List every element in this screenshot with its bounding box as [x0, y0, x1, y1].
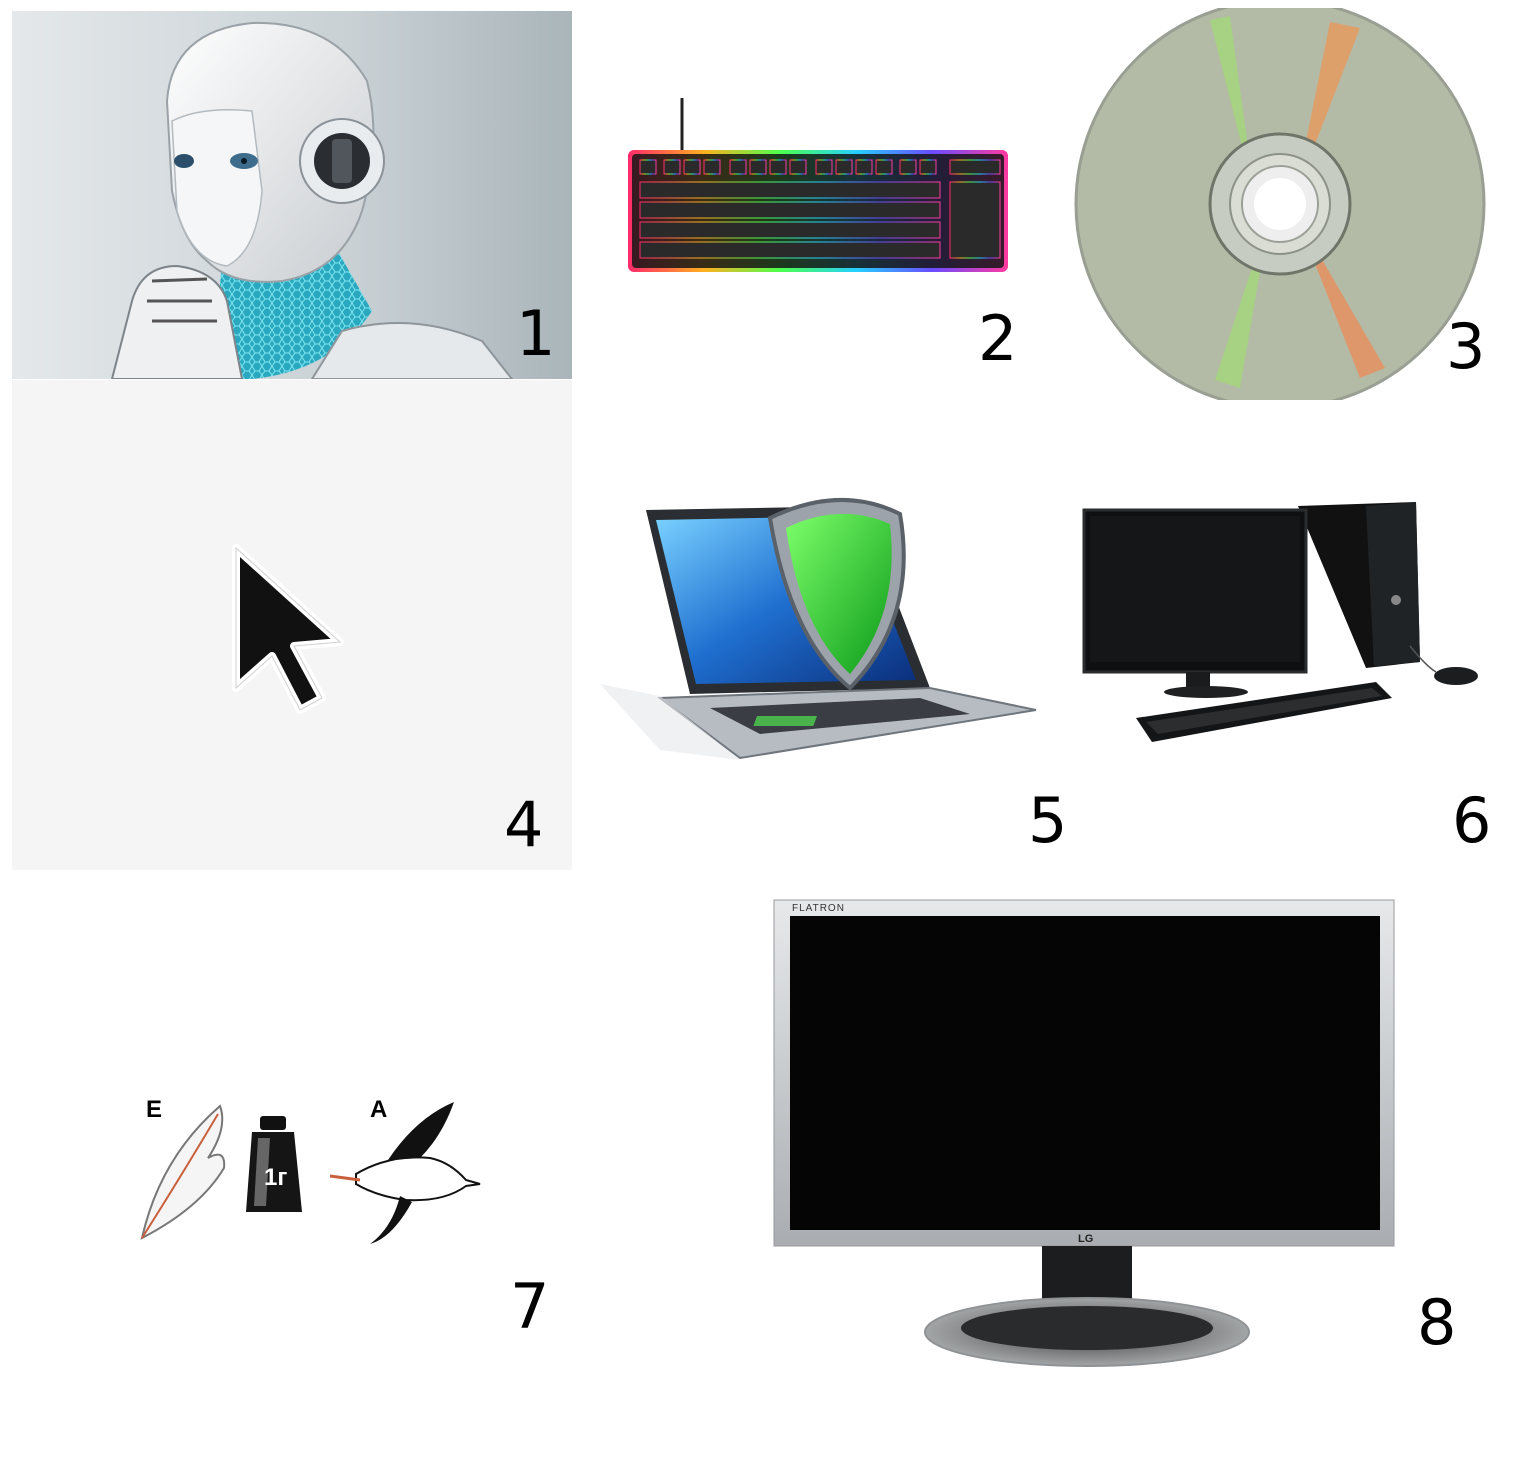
- tile-8: FLATRON LG 8: [772, 898, 1472, 1378]
- desktop-computer-icon: [1082, 502, 1478, 742]
- item-number-8: 8: [1417, 1286, 1457, 1359]
- tile-3: 3: [1070, 8, 1500, 400]
- rebus-feather-weight-stork-icon: [140, 1102, 481, 1244]
- tile-2: 2: [600, 90, 1040, 380]
- rgb-keyboard-icon: [628, 98, 1008, 272]
- laptop-shield-icon: [600, 498, 1037, 760]
- lcd-monitor-icon: [773, 899, 1395, 1367]
- rebus-letter-2: A: [370, 1096, 388, 1123]
- item-number-6: 6: [1452, 784, 1492, 857]
- robot-head-icon: [110, 21, 514, 379]
- item-number-4: 4: [504, 788, 544, 861]
- tile-6: 6: [1076, 496, 1506, 856]
- item-number-1: 1: [516, 297, 556, 370]
- tile-4: 4: [12, 380, 572, 870]
- optical-disc-icon: [1074, 8, 1486, 400]
- item-number-5: 5: [1028, 784, 1068, 857]
- tile-5: 5: [600, 488, 1067, 858]
- rebus-letter-1: E: [146, 1096, 163, 1123]
- tile-1: 1: [12, 11, 572, 379]
- item-number-2: 2: [978, 302, 1018, 375]
- monitor-brand-top: FLATRON: [792, 903, 845, 914]
- monitor-brand-bottom: LG: [1078, 1233, 1094, 1245]
- mouse-cursor-icon: [232, 544, 344, 714]
- rebus-weight-label: 1г: [264, 1164, 288, 1191]
- item-number-3: 3: [1446, 310, 1486, 383]
- item-number-7: 7: [510, 1270, 550, 1343]
- tile-7: E 1г A 7: [100, 1080, 560, 1370]
